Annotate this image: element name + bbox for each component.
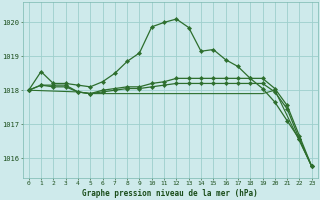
- X-axis label: Graphe pression niveau de la mer (hPa): Graphe pression niveau de la mer (hPa): [82, 189, 258, 198]
